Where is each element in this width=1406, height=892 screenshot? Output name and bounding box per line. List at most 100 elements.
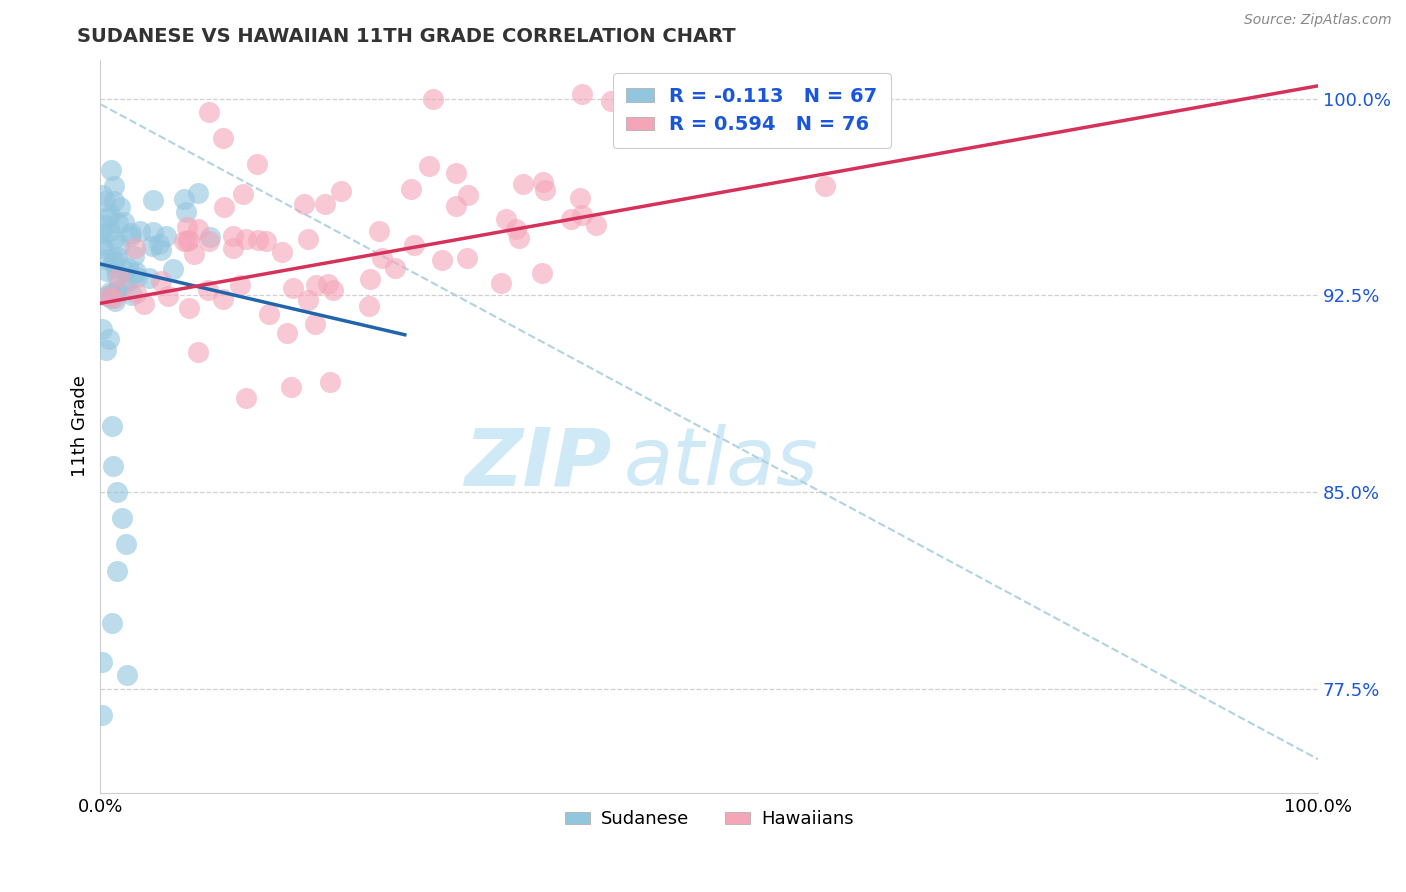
Point	[117, 273, 139, 287]
Point	[114, 264, 136, 278]
Point	[222, 229, 245, 244]
Point	[292, 196, 315, 211]
Point	[105, 251, 128, 265]
Point	[446, 199, 468, 213]
Point	[97, 211, 120, 226]
Text: ZIP: ZIP	[464, 425, 612, 502]
Point	[94, 343, 117, 358]
Point	[257, 307, 280, 321]
Point	[314, 196, 336, 211]
Point	[173, 235, 195, 249]
Point	[512, 178, 534, 192]
Point	[103, 179, 125, 194]
Point	[304, 278, 326, 293]
Point	[90, 321, 112, 335]
Point	[197, 105, 219, 120]
Point	[187, 186, 209, 201]
Point	[235, 232, 257, 246]
Point	[157, 289, 180, 303]
Point	[97, 332, 120, 346]
Point	[101, 255, 124, 269]
Point	[110, 200, 132, 214]
Point	[814, 179, 837, 194]
Point	[384, 261, 406, 276]
Point	[212, 200, 235, 214]
Text: atlas: atlas	[624, 425, 818, 502]
Point	[103, 232, 125, 246]
Point	[531, 175, 554, 189]
Point	[101, 615, 124, 630]
Point	[235, 391, 257, 405]
Y-axis label: 11th Grade: 11th Grade	[72, 376, 89, 477]
Point	[174, 204, 197, 219]
Point	[103, 291, 125, 305]
Point	[101, 286, 124, 301]
Point	[422, 92, 444, 106]
Point	[247, 233, 270, 247]
Point	[107, 216, 129, 230]
Point	[531, 266, 554, 280]
Point	[304, 317, 326, 331]
Text: Source: ZipAtlas.com: Source: ZipAtlas.com	[1244, 13, 1392, 28]
Point	[129, 224, 152, 238]
Point	[297, 232, 319, 246]
Point	[198, 230, 221, 244]
Point	[120, 226, 142, 240]
Point	[748, 117, 770, 131]
Point	[104, 285, 127, 299]
Point	[103, 253, 125, 268]
Point	[232, 186, 254, 201]
Point	[212, 293, 235, 307]
Point	[367, 224, 389, 238]
Point	[229, 277, 252, 292]
Point	[132, 297, 155, 311]
Point	[283, 281, 305, 295]
Point	[125, 269, 148, 284]
Point	[150, 274, 173, 288]
Point	[103, 294, 125, 309]
Point	[271, 244, 294, 259]
Point	[560, 212, 582, 227]
Point	[489, 276, 512, 290]
Point	[100, 163, 122, 178]
Point	[112, 215, 135, 229]
Point	[100, 291, 122, 305]
Point	[93, 219, 115, 233]
Point	[104, 285, 127, 300]
Point	[155, 229, 177, 244]
Point	[121, 288, 143, 302]
Point	[571, 208, 593, 222]
Point	[101, 458, 124, 473]
Point	[197, 234, 219, 248]
Point	[568, 191, 591, 205]
Point	[187, 344, 209, 359]
Point	[212, 131, 235, 145]
Point	[508, 231, 530, 245]
Point	[399, 182, 422, 196]
Point	[176, 219, 198, 234]
Point	[162, 262, 184, 277]
Point	[600, 95, 623, 109]
Point	[177, 301, 200, 315]
Point	[93, 242, 115, 256]
Point	[357, 299, 380, 313]
Point	[96, 289, 118, 303]
Point	[316, 277, 339, 291]
Point	[114, 276, 136, 290]
Point	[91, 238, 114, 252]
Point	[177, 233, 200, 247]
Point	[402, 238, 425, 252]
Point	[371, 251, 394, 265]
Point	[111, 511, 134, 525]
Point	[98, 224, 121, 238]
Point	[90, 227, 112, 241]
Point	[173, 192, 195, 206]
Point	[138, 271, 160, 285]
Point	[456, 252, 478, 266]
Point	[176, 234, 198, 248]
Point	[418, 160, 440, 174]
Point	[125, 265, 148, 279]
Point	[105, 269, 128, 284]
Point	[141, 238, 163, 252]
Point	[118, 228, 141, 243]
